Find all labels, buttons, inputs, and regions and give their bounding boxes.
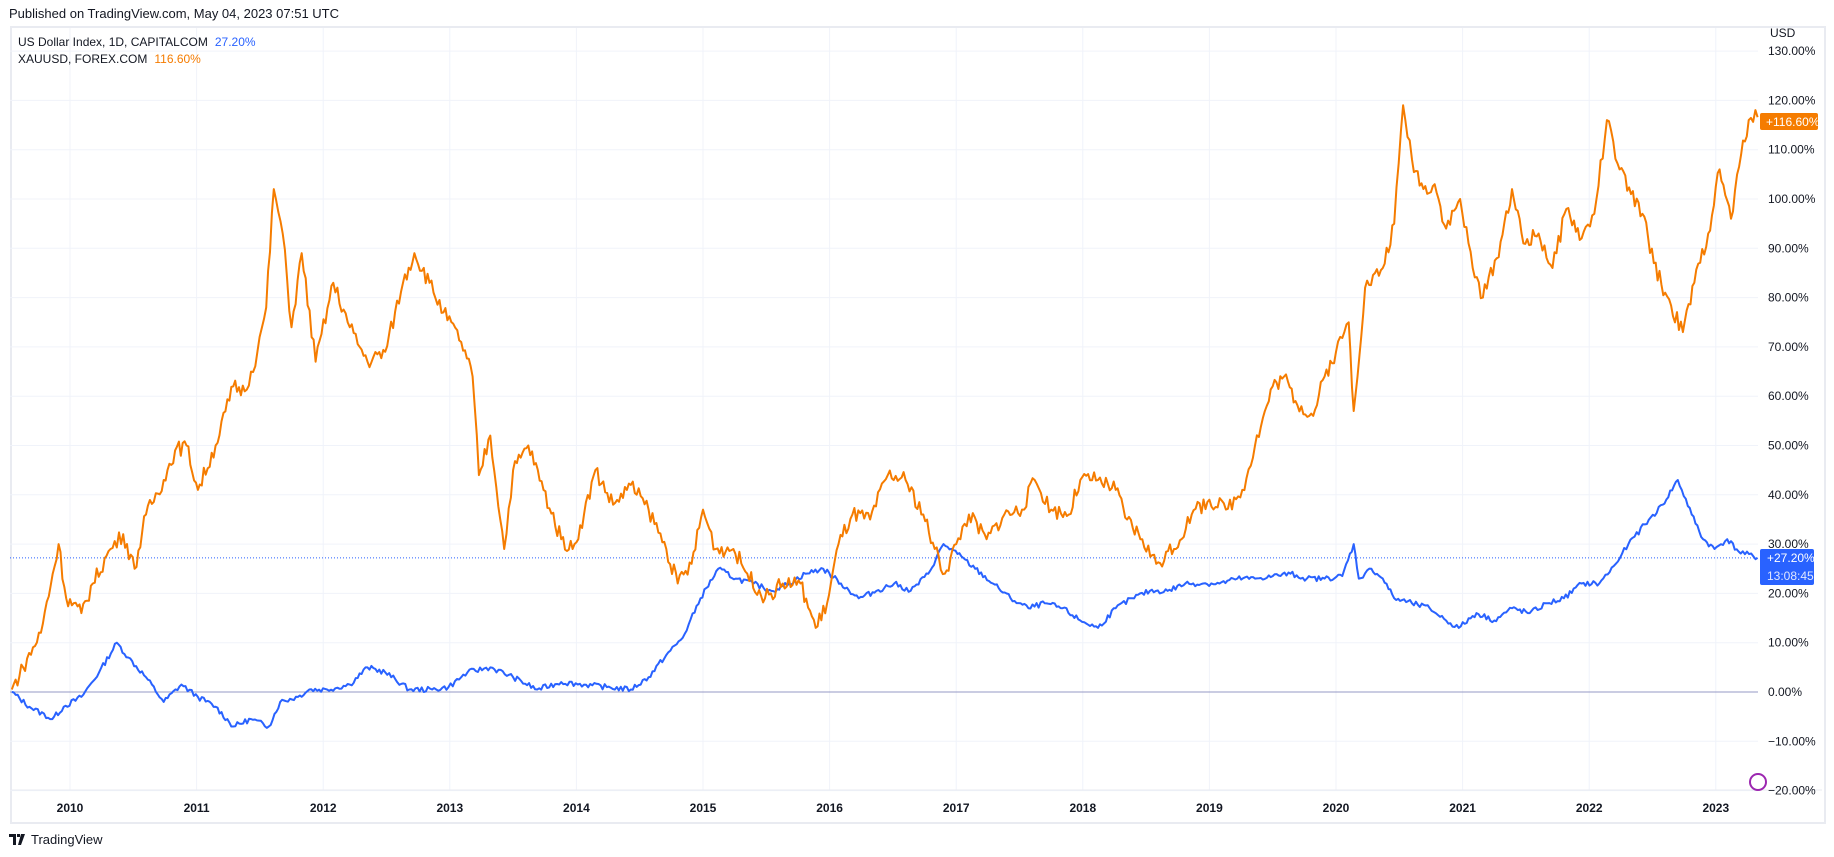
y-tick-label: 110.00% [1768, 143, 1815, 157]
y-tick-label: 80.00% [1768, 291, 1809, 305]
y-tick-label: 130.00% [1768, 44, 1816, 58]
brand-name: TradingView [31, 832, 103, 847]
y-tick-label: 10.00% [1768, 636, 1809, 650]
y-tick-label: 20.00% [1768, 586, 1809, 600]
legend-value: 27.20% [214, 35, 256, 49]
x-tick-label: 2013 [436, 801, 463, 815]
x-tick-label: 2016 [816, 801, 843, 815]
legend-row-xauusd[interactable]: XAUUSD, FOREX.COM 116.60% [18, 52, 201, 66]
tradingview-logo-icon [9, 834, 25, 845]
x-tick-label: 2020 [1323, 801, 1350, 815]
currency-label: USD [1770, 26, 1796, 40]
y-tick-label: −10.00% [1768, 734, 1816, 748]
legend-value: 116.60% [154, 52, 201, 66]
dxy-price-tag-bg [1760, 549, 1814, 585]
y-tick-label: 0.00% [1768, 685, 1802, 699]
legend-label: XAUUSD, FOREX.COM [18, 52, 148, 66]
y-tick-label: 30.00% [1768, 537, 1809, 551]
events-icon[interactable] [1749, 773, 1767, 791]
y-tick-label: 50.00% [1768, 439, 1809, 453]
x-tick-label: 2017 [943, 801, 970, 815]
y-tick-label: 100.00% [1768, 192, 1816, 206]
series-layer [10, 104, 1759, 729]
tradingview-logo[interactable]: TradingView [9, 832, 103, 847]
countdown-timer: 13:08:45 [1767, 569, 1814, 583]
y-tick-label: 70.00% [1768, 340, 1809, 354]
price-axis: −20.00% −10.00% 0.00% 10.00% 20.00% 30.00% 40.… [1768, 44, 1816, 798]
series-line-dxy [11, 479, 1759, 729]
x-tick-label: 2023 [1702, 801, 1729, 815]
x-tick-label: 2018 [1069, 801, 1096, 815]
series-line-xauusd [10, 104, 1759, 690]
x-tick-label: 2011 [184, 801, 210, 815]
grid [10, 28, 1822, 792]
legend-row-dxy[interactable]: US Dollar Index, 1D, CAPITALCOM 27.20% [18, 35, 256, 49]
gold-price-tag-bg [1760, 113, 1818, 130]
x-tick-label: 2021 [1449, 801, 1476, 815]
chart-panel[interactable] [10, 26, 1826, 824]
y-tick-label: 40.00% [1768, 488, 1809, 502]
dxy-price-tag: +27.20% [1767, 551, 1815, 565]
y-tick-label: 120.00% [1768, 93, 1816, 107]
y-tick-label: 60.00% [1768, 389, 1809, 403]
x-tick-label: 2015 [690, 801, 717, 815]
gold-price-tag: +116.60% [1766, 115, 1820, 129]
published-caption: Published on TradingView.com, May 04, 20… [9, 6, 340, 21]
x-tick-label: 2019 [1196, 801, 1223, 815]
price-tags: +116.60% +27.20% 13:08:45 [1760, 113, 1820, 585]
x-tick-label: 2014 [563, 801, 590, 815]
y-tick-label: 90.00% [1768, 241, 1809, 255]
time-axis: 2010 2011 2012 2013 2014 2015 2016 2017 2018 2019… [57, 801, 1730, 815]
x-tick-label: 2022 [1576, 801, 1603, 815]
x-tick-label: 2012 [310, 801, 337, 815]
legend-label: US Dollar Index, 1D, CAPITALCOM [18, 35, 208, 49]
y-tick-label: −20.00% [1768, 784, 1816, 798]
x-tick-label: 2010 [57, 801, 84, 815]
